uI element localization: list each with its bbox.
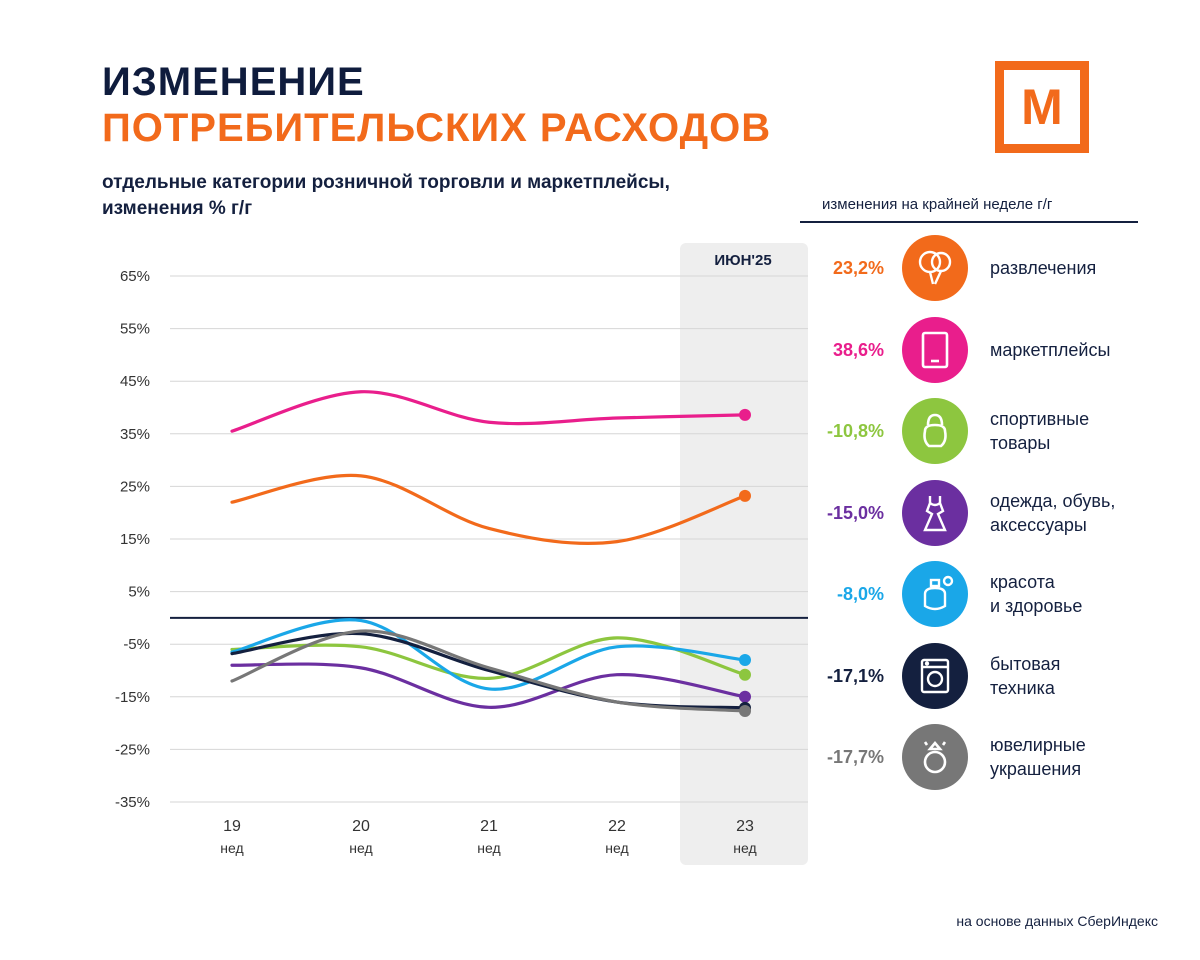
dress-icon [902, 479, 968, 546]
category-label-line-1: ювелирные [990, 735, 1086, 755]
category-label: спортивные товары [990, 407, 1150, 455]
y-tick-label: -25% [115, 741, 150, 758]
washing-machine-icon [902, 642, 968, 709]
category-item: маркетплейсы [902, 316, 1150, 383]
category-label-line-1: спортивные [990, 409, 1090, 429]
y-tick-label: 25% [120, 478, 150, 495]
highlight-label: ИЮН'25 [714, 252, 771, 269]
x-tick-label: 22 [608, 818, 626, 835]
category-label-line-2: и здоровье [990, 596, 1083, 616]
x-tick-label: 20 [352, 818, 370, 835]
category-value: 38,6% [832, 339, 884, 360]
brand-logo: M [995, 61, 1089, 153]
category-value: -8,0% [836, 584, 884, 604]
category-label: ювелирные украшения [990, 733, 1150, 781]
y-tick-label: 15% [120, 531, 150, 548]
category-value: -15,0% [826, 502, 884, 523]
category-item: бытовая техника [902, 642, 1150, 709]
series-endpoint [739, 408, 751, 421]
legend-panel-header: изменения на крайней неделе г/г [822, 196, 1053, 213]
category-label-line-2: техника [990, 677, 1055, 698]
category-label: одежда, обувь, аксессуары [990, 489, 1150, 537]
tablet-icon [902, 316, 968, 383]
category-item: красота и здоровье [902, 561, 1150, 627]
title-line-1: ИЗМЕНЕНИЕ [102, 60, 365, 104]
x-tick-sublabel: нед [349, 840, 372, 856]
series-endpoint [739, 705, 751, 718]
x-tick-label: 21 [480, 818, 498, 835]
series-endpoint [739, 690, 751, 703]
x-tick-label: 23 [736, 818, 754, 835]
category-item: ювелирные украшения [902, 724, 1150, 790]
category-label-line-1: красота [990, 572, 1055, 592]
y-tick-label: -5% [123, 636, 150, 653]
subtitle-line-1: отдельные категории розничной торговли и… [102, 172, 670, 193]
subtitle-line-2: изменения % г/г [102, 198, 253, 219]
y-tick-label: -15% [115, 689, 150, 706]
balloons-icon [902, 235, 968, 301]
category-value: -17,1% [826, 665, 884, 686]
y-tick-label: 5% [128, 584, 150, 601]
category-label-line-1: одежда, обувь, [990, 490, 1116, 511]
series-line [230, 662, 747, 709]
kettlebell-icon [902, 398, 968, 464]
logo-letter: M [1021, 79, 1063, 135]
series-endpoint [739, 489, 751, 502]
category-item: одежда, обувь, аксессуары [902, 479, 1150, 546]
category-item: спортивные товары [902, 398, 1150, 464]
category-label-line-2: аксессуары [990, 514, 1087, 535]
subtitle: отдельные категории розничной торговли и… [102, 170, 782, 222]
series-line [230, 636, 747, 680]
category-label-line-2: украшения [990, 759, 1082, 779]
category-label-line-2: товары [990, 433, 1051, 453]
source-note: на основе данных СберИндекс [956, 913, 1158, 929]
perfume-icon [902, 561, 968, 627]
title-line-2: ПОТРЕБИТЕЛЬСКИХ РАСХОДОВ [102, 106, 772, 150]
category-label: развлечения [990, 256, 1150, 280]
y-tick-label: -35% [115, 794, 150, 811]
category-value: -17,7% [826, 747, 884, 767]
highlight-band [680, 243, 808, 865]
category-label: маркетплейсы [990, 338, 1150, 362]
y-tick-label: 35% [120, 426, 150, 443]
series-line [230, 618, 747, 691]
x-tick-sublabel: нед [477, 840, 500, 856]
x-tick-sublabel: нед [605, 840, 628, 856]
y-tick-label: 45% [120, 373, 150, 390]
ring-icon [902, 724, 968, 790]
category-label-line-1: развлечения [990, 258, 1097, 278]
series-line [230, 629, 747, 713]
series-endpoint [739, 653, 751, 666]
y-tick-label: 55% [120, 321, 150, 338]
category-label-line-1: маркетплейсы [990, 339, 1111, 360]
series-line [230, 390, 747, 433]
series-line [230, 473, 747, 546]
category-value: -10,8% [826, 421, 884, 441]
category-label: бытовая техника [990, 652, 1150, 700]
legend-panel-rule [800, 221, 1138, 223]
x-tick-label: 19 [223, 818, 241, 835]
y-tick-label: 65% [120, 268, 150, 285]
category-value: 23,2% [832, 258, 884, 278]
category-item: развлечения [902, 235, 1150, 301]
series-endpoint [739, 668, 751, 681]
x-tick-sublabel: нед [733, 840, 756, 856]
category-label-line-1: бытовая [990, 653, 1061, 674]
x-tick-sublabel: нед [220, 840, 243, 856]
category-label: красота и здоровье [990, 570, 1150, 618]
